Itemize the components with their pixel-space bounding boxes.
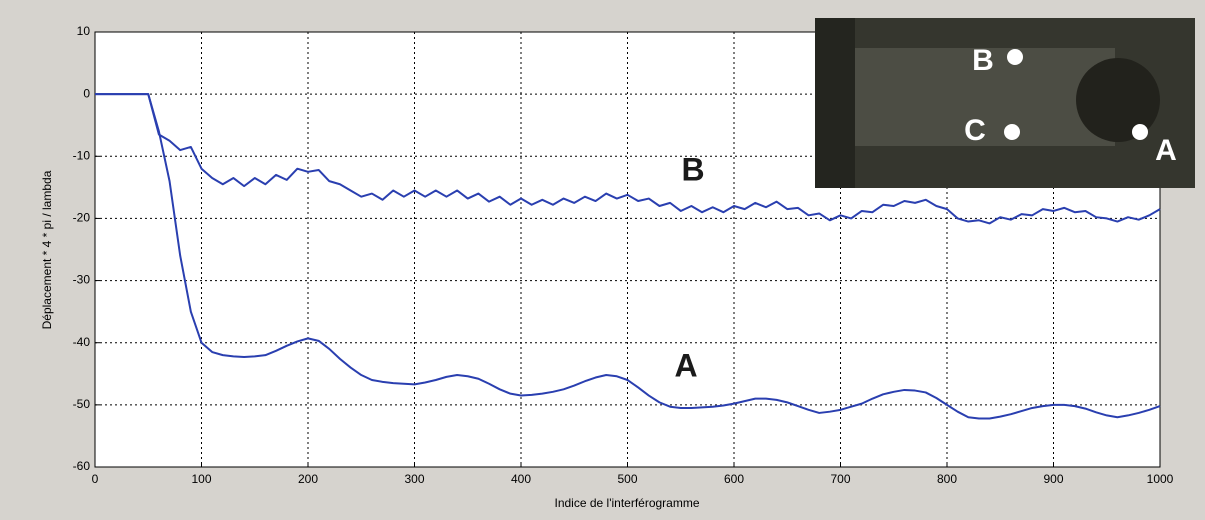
x-axis-label: Indice de l'interférogramme	[554, 496, 699, 510]
point-marker	[1132, 124, 1148, 140]
x-tick-label: 900	[1043, 472, 1063, 486]
data-line	[95, 93, 1161, 225]
point-marker	[1004, 124, 1020, 140]
y-tick-label: -10	[73, 148, 91, 162]
y-tick-label: -50	[73, 397, 91, 411]
photo-beam	[855, 48, 1115, 146]
inset-label: B	[972, 44, 994, 77]
data-line	[95, 93, 1161, 420]
x-tick-label: 300	[404, 472, 424, 486]
inset-label: A	[1155, 134, 1177, 167]
x-tick-label: 800	[937, 472, 957, 486]
x-tick-label: 700	[830, 472, 850, 486]
point-marker	[1007, 49, 1023, 65]
annotation: B	[681, 151, 704, 187]
inset-label: C	[964, 114, 986, 147]
y-tick-label: -20	[73, 211, 91, 225]
y-tick-label: 0	[83, 86, 90, 100]
x-tick-label: 400	[511, 472, 531, 486]
annotation: A	[674, 347, 697, 383]
y-tick-label: 10	[77, 24, 91, 38]
x-tick-label: 500	[617, 472, 637, 486]
x-tick-label: 1000	[1147, 472, 1174, 486]
photo-ball	[1076, 58, 1160, 142]
x-tick-label: 600	[724, 472, 744, 486]
plot-frame	[94, 31, 1161, 468]
y-tick-label: -30	[73, 273, 91, 287]
inset-photo: B C A	[815, 18, 1195, 188]
y-tick-label: -60	[73, 459, 91, 473]
x-tick-label: 100	[191, 472, 211, 486]
x-tick-label: 0	[92, 472, 99, 486]
y-tick-label: -40	[73, 335, 91, 349]
photo-shadow	[815, 18, 855, 188]
x-tick-label: 200	[298, 472, 318, 486]
y-axis-label: Déplacement * 4 * pi / lambda	[40, 170, 54, 329]
